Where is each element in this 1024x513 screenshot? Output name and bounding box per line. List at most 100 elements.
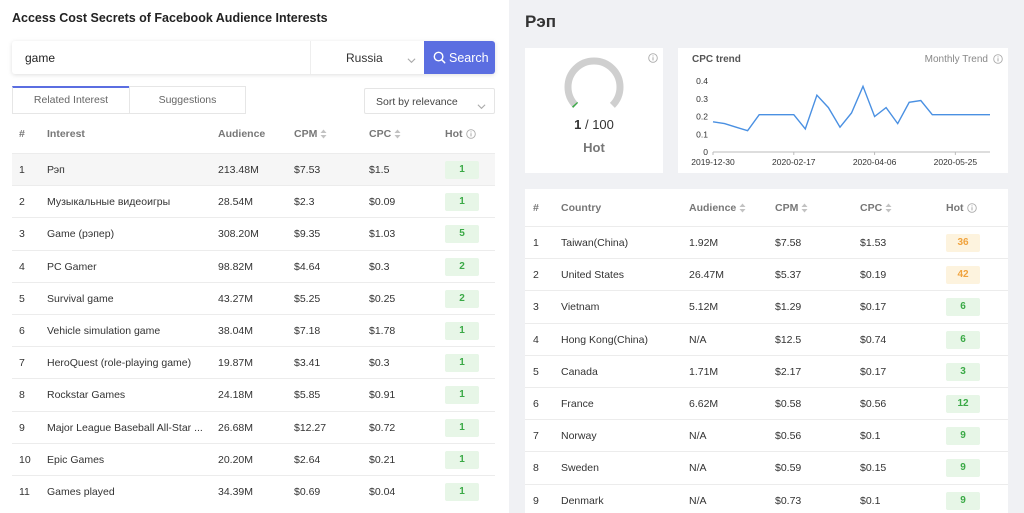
table-row[interactable]: 1 Taiwan(China) 1.92M $7.58 $1.53 36 [525, 226, 1008, 258]
cell-cpm: $0.73 [775, 494, 802, 507]
table-row[interactable]: 5 Canada 1.71M $2.17 $0.17 3 [525, 354, 1008, 387]
chevron-down-icon [407, 52, 416, 70]
hot-label: Hot [583, 140, 605, 155]
table-row[interactable]: 6 Vehicle simulation game 38.04M $7.18 $1.78… [12, 313, 495, 346]
table-row[interactable]: 1 Рэп 213.48M $7.53 $1.5 1 [12, 153, 495, 186]
cell-cpm: $2.3 [294, 196, 315, 209]
cell-cpm: $5.85 [294, 389, 321, 402]
table-row[interactable]: 6 France 6.62M $0.58 $0.56 12 [525, 386, 1008, 419]
cell-country: France [561, 397, 594, 410]
cell-audience: N/A [689, 333, 707, 346]
cell-interest: Survival game [47, 292, 114, 305]
col-hot-label: Hot [445, 128, 463, 140]
cell-cpc: $1.03 [369, 228, 396, 241]
col-audience-label: Audience [689, 202, 737, 214]
cpc-series-line [712, 84, 990, 132]
table-row[interactable]: 3 Game (рэпер) 308.20M $9.35 $1.03 5 [12, 217, 495, 249]
cell-audience: 98.82M [218, 260, 254, 273]
col-cpc-label: CPC [369, 128, 392, 140]
table-row[interactable]: 10 Epic Games 20.20M $2.64 $0.21 1 [12, 442, 495, 475]
col-cpc[interactable]: CPC [860, 202, 892, 214]
table-row[interactable]: 3 Vietnam 5.12M $1.29 $0.17 6 [525, 290, 1008, 322]
trend-mode-select[interactable]: Monthly Trend [924, 54, 988, 65]
x-tick-label: 2019-12-30 [691, 157, 735, 167]
country-table: # Country Audience CPM CPC Hot 1 Taiwan(C… [525, 189, 1008, 513]
cell-audience: 24.18M [218, 389, 254, 402]
cell-num: 2 [19, 196, 25, 209]
cell-audience: 1.92M [689, 237, 719, 249]
hot-gauge [564, 57, 624, 108]
table-row[interactable]: 7 Norway N/A $0.56 $0.1 9 [525, 419, 1008, 451]
hot-badge: 1 [445, 418, 479, 437]
table-row[interactable]: 9 Denmark N/A $0.73 $0.1 9 [525, 483, 1008, 513]
info-icon[interactable] [465, 129, 476, 139]
info-icon[interactable] [648, 53, 658, 63]
col-cpc[interactable]: CPC [369, 128, 401, 140]
cell-num: 8 [19, 389, 25, 402]
sort-select[interactable]: Sort by relevance [364, 88, 495, 114]
col-cpm[interactable]: CPM [775, 202, 808, 214]
country-select[interactable]: Russia [310, 41, 424, 74]
sort-select-value: Sort by relevance [376, 96, 458, 108]
cell-cpc: $0.17 [860, 365, 887, 378]
table-row[interactable]: 2 United States 26.47M $5.37 $0.19 42 [525, 258, 1008, 290]
table-row[interactable]: 2 Музыкальные видеоигры 28.54M $2.3 $0.09 1 [12, 185, 495, 217]
table-row[interactable]: 7 HeroQuest (role-playing game) 19.87M $3.4… [12, 346, 495, 378]
col-hot-label: Hot [946, 202, 964, 214]
cell-cpm: $0.56 [775, 430, 802, 443]
cell-interest: Rockstar Games [47, 389, 126, 402]
cell-cpc: $0.91 [369, 389, 396, 402]
search-input[interactable] [12, 41, 310, 74]
cell-interest: Epic Games [47, 453, 105, 466]
cell-num: 1 [19, 164, 25, 176]
cell-country: Taiwan(China) [561, 237, 629, 249]
table-row[interactable]: 5 Survival game 43.27M $5.25 $0.25 2 [12, 281, 495, 314]
info-icon[interactable] [993, 54, 1003, 64]
cell-cpc: $0.1 [860, 494, 881, 507]
cell-cpm: $5.25 [294, 292, 321, 305]
cell-interest: Game (рэпер) [47, 228, 115, 241]
table-row[interactable]: 8 Rockstar Games 24.18M $5.85 $0.91 1 [12, 378, 495, 410]
table-row[interactable]: 11 Games played 34.39M $0.69 $0.04 1 [12, 474, 495, 507]
table-row[interactable]: 4 Hong Kong(China) N/A $12.5 $0.74 6 [525, 322, 1008, 355]
cell-num: 6 [533, 397, 539, 410]
sort-arrows-icon [320, 129, 327, 139]
cell-num: 8 [533, 462, 539, 475]
cell-interest: Рэп [47, 164, 65, 176]
search-bar: Russia Search [12, 41, 495, 74]
tab-related-interest[interactable]: Related Interest [12, 86, 130, 114]
info-icon[interactable] [966, 203, 977, 213]
search-icon [433, 51, 446, 69]
table-row[interactable]: 9 Major League Baseball All-Star ... 26.68… [12, 410, 495, 443]
cell-num: 7 [19, 357, 25, 370]
col-cpm[interactable]: CPM [294, 128, 327, 140]
cell-audience: 26.47M [689, 269, 725, 282]
search-button[interactable]: Search [424, 41, 495, 74]
hot-score-card: 1 / 100 Hot [525, 48, 663, 173]
hot-badge: 9 [946, 491, 980, 510]
left-panel: Access Cost Secrets of Facebook Audience… [0, 0, 509, 513]
cell-audience: 43.27M [218, 292, 254, 305]
sort-arrows-icon [394, 129, 401, 139]
country-select-value: Russia [346, 51, 383, 65]
tab-suggestions[interactable]: Suggestions [129, 86, 246, 114]
cell-audience: 20.20M [218, 453, 254, 466]
cell-cpm: $3.41 [294, 357, 321, 370]
col-hot: Hot [946, 202, 977, 214]
cell-cpc: $0.72 [369, 421, 396, 434]
cell-audience: 213.48M [218, 164, 259, 176]
cell-interest: HeroQuest (role-playing game) [47, 357, 192, 370]
cell-cpm: $9.35 [294, 228, 321, 241]
cell-cpc: $0.19 [860, 269, 887, 282]
col-num: # [19, 128, 25, 140]
table-row[interactable]: 4 PC Gamer 98.82M $4.64 $0.3 2 [12, 249, 495, 282]
cell-cpm: $0.58 [775, 397, 802, 410]
col-audience[interactable]: Audience [689, 202, 746, 214]
cell-audience: 5.12M [689, 301, 719, 314]
trend-title: CPC trend [692, 54, 741, 65]
chevron-down-icon [477, 98, 486, 116]
col-audience[interactable]: Audience [218, 128, 265, 140]
hot-badge: 36 [946, 234, 980, 252]
table-row[interactable]: 8 Sweden N/A $0.59 $0.15 9 [525, 451, 1008, 483]
